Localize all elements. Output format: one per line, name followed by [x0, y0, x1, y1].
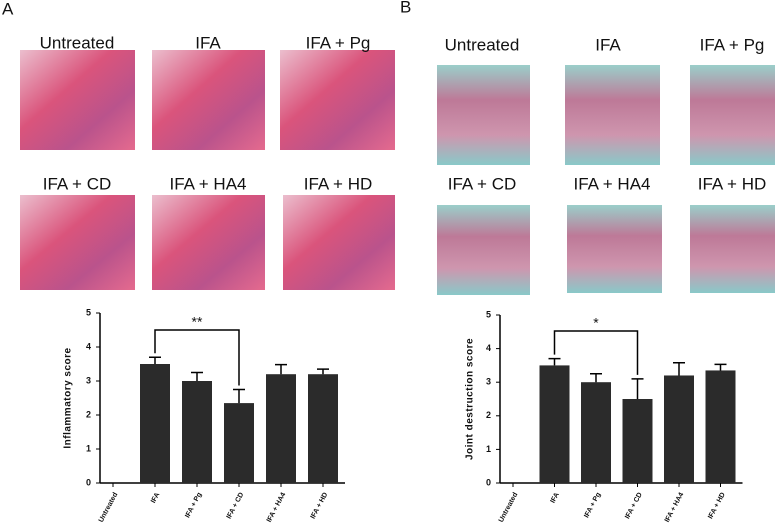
x-tick-label: IFA + CD: [226, 492, 246, 521]
image-label: Untreated: [40, 33, 115, 52]
image-label: Untreated: [445, 35, 520, 54]
histology-image: [690, 205, 775, 293]
histology-image: [152, 195, 265, 290]
error-bar: [149, 356, 161, 364]
image-label: IFA + HD: [304, 174, 373, 193]
image-label: IFA + HD: [698, 174, 767, 193]
image-label: IFA + CD: [448, 174, 517, 193]
x-tick-label: Untreated: [98, 492, 120, 523]
histology-image: [152, 50, 265, 150]
image-label: IFA + Pg: [306, 33, 371, 52]
y-tick-label: 1: [486, 444, 491, 454]
y-tick-label: 2: [486, 410, 491, 420]
error-bar: [275, 363, 287, 375]
bar: [140, 364, 170, 483]
y-tick-label: 3: [86, 375, 91, 385]
image-label: IFA + Pg: [700, 35, 765, 54]
bar: [266, 374, 296, 483]
image-label: IFA + HA4: [169, 174, 246, 193]
y-tick-label: 0: [86, 477, 91, 487]
x-tick-label: IFA + Pg: [184, 492, 203, 520]
y-axis-label: Joint destruction score: [465, 338, 476, 460]
x-tick-label: IFA + CD: [624, 492, 644, 521]
bar: [705, 370, 736, 483]
bar: [664, 375, 694, 483]
y-tick-label: 3: [486, 377, 491, 387]
y-tick-label: 5: [486, 309, 491, 319]
x-tick-label: IFA: [150, 492, 161, 505]
x-tick-label: IFA + Pg: [583, 492, 602, 520]
histology-image: [437, 65, 530, 165]
significance-label: **: [192, 314, 203, 330]
error-bar: [233, 388, 245, 404]
image-label: IFA + CD: [43, 174, 112, 193]
y-tick-label: 1: [86, 443, 91, 453]
error-bar: [590, 373, 602, 383]
x-tick-label: IFA + HA4: [664, 491, 686, 523]
panel-label: A: [2, 0, 14, 18]
y-tick-label: 0: [486, 477, 491, 487]
bar: [182, 381, 212, 483]
y-tick-label: 4: [86, 341, 91, 351]
error-bar: [631, 378, 644, 399]
x-tick-label: IFA: [550, 492, 561, 505]
histology-images: A Untreated IFA IFA + Pg IFA + CD IFA + HA4 IF…: [2, 0, 775, 295]
error-bar: [191, 371, 203, 381]
bar: [539, 365, 570, 483]
histology-image: [565, 65, 660, 165]
panel-label: B: [400, 0, 411, 16]
y-tick-label: 4: [486, 343, 491, 353]
bar: [224, 403, 254, 483]
image-label: IFA: [595, 35, 621, 54]
y-tick-label: 5: [86, 307, 91, 317]
x-tick-label: IFA + HD: [310, 492, 330, 521]
x-tick-label: Untreated: [498, 492, 520, 523]
image-label: IFA + HA4: [573, 174, 650, 193]
histology-image: [567, 205, 662, 293]
error-bar: [673, 361, 685, 376]
significance-bracket: [154, 329, 240, 386]
bar: [308, 374, 338, 483]
histology-image: [20, 50, 135, 150]
significance-label: *: [593, 315, 599, 331]
x-tick-label: IFA + HA4: [266, 491, 288, 523]
error-bar: [548, 357, 561, 366]
histology-image: [280, 50, 395, 150]
image-label: IFA: [195, 33, 221, 52]
error-bar: [714, 363, 727, 371]
y-axis-label: Inflammatory score: [63, 347, 74, 448]
charts: 0 1 2 3 4 5 Inflammatory score Untreated IFA IFA …: [63, 307, 743, 524]
bar: [581, 382, 611, 483]
histology-image: [437, 205, 530, 295]
y-tick-label: 2: [86, 409, 91, 419]
bar: [622, 399, 653, 483]
histology-image: [20, 195, 135, 290]
histology-image: [690, 65, 775, 165]
histology-image: [283, 195, 395, 290]
significance-bracket: [553, 330, 639, 375]
x-tick-label: IFA + HD: [707, 492, 727, 521]
error-bar: [317, 368, 329, 375]
